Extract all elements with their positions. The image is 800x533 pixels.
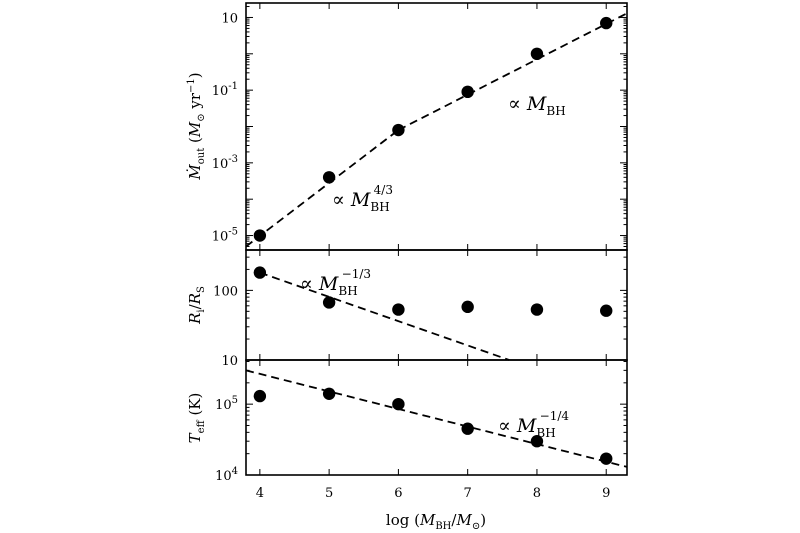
data-point (530, 303, 544, 316)
fit-line (245, 369, 628, 468)
data-point (253, 229, 267, 242)
scaling-annotation: ∝ MBH−1/4 (498, 409, 569, 440)
y-tick-label: 10-1 (212, 81, 238, 99)
data-point (600, 304, 613, 317)
scaling-annotation: ∝ MBH−1/3 (300, 267, 371, 298)
x-tick-label: 6 (394, 486, 402, 501)
fit-line (245, 129, 399, 248)
data-points (253, 16, 613, 465)
x-tick-label: 5 (325, 486, 333, 501)
scaling-annotation: ∝ MBH4/3 (332, 183, 393, 214)
data-point (253, 266, 267, 279)
x-tick-label: 4 (256, 486, 264, 501)
fit-line (397, 12, 628, 131)
y-tick-label: 104 (215, 466, 238, 484)
data-point (600, 452, 613, 465)
y-tick-label: 10 (221, 354, 238, 369)
data-point (600, 16, 613, 30)
x-tick-label: 8 (533, 486, 541, 501)
x-axis-label: log (MBH/M⊙) (386, 511, 486, 532)
data-point (322, 387, 336, 401)
bottom-panel-frame (245, 359, 628, 476)
data-point (530, 47, 544, 61)
y-tick-label: 10-5 (212, 227, 238, 245)
scaling-annotation: ∝ MBH (508, 93, 566, 118)
x-tick-label: 9 (602, 486, 610, 501)
data-point (392, 303, 405, 316)
data-point (530, 434, 544, 448)
data-point (322, 171, 336, 184)
data-point (461, 85, 474, 99)
bottom-y-axis-label: Teff (K) (186, 393, 207, 444)
fit-lines (245, 12, 628, 468)
top-panel-frame (245, 2, 628, 251)
fit-line (259, 271, 510, 361)
axis-ticks (246, 3, 627, 476)
y-tick-label: 105 (215, 395, 238, 413)
top-y-axis-label: Ṁout (M⊙ yr−1) (186, 72, 207, 180)
data-point (322, 296, 336, 309)
y-tick-label: 100 (213, 284, 238, 299)
x-tick-label: 7 (464, 486, 472, 501)
y-tick-label: 10-3 (212, 154, 238, 172)
data-point (253, 389, 267, 403)
y-tick-label: 10 (221, 11, 238, 26)
data-point (461, 300, 474, 314)
data-point (392, 123, 405, 137)
annotations: ∝ MBH4/3 ∝ MBH ∝ MBH−1/3 ∝ MBH−1/4 (300, 93, 569, 440)
middle-y-axis-label: Ri/RS (186, 286, 207, 325)
middle-panel-frame (245, 249, 628, 361)
data-point (461, 422, 474, 435)
data-point (392, 397, 405, 411)
tick-labels: 10-5 10-3 10-1 10 10 100 104 105 4 5 6 7 8 9 (212, 11, 611, 501)
